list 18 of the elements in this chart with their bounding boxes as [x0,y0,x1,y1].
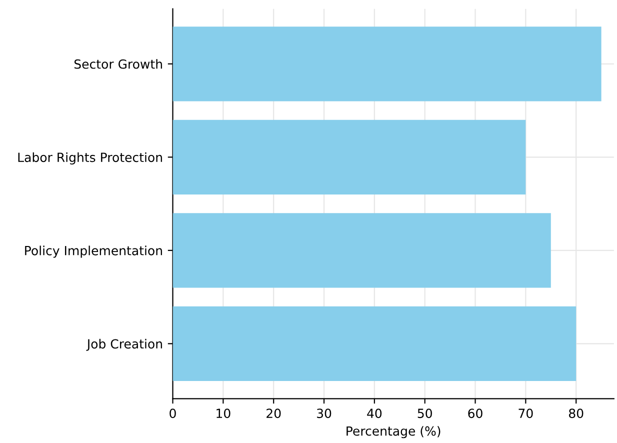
x-tick-label: 20 [266,408,281,418]
bar [172,26,602,102]
x-axis-title: Percentage (%) [346,426,440,438]
y-tick-label: Policy Implementation [25,246,162,258]
x-tick-label: 10 [216,408,230,418]
x-tick-label: 40 [367,408,382,418]
x-tick-label: 50 [418,408,432,418]
x-tick-label: 60 [468,408,482,418]
bar [172,306,576,381]
x-tick-label: 30 [317,408,332,418]
y-tick-label: Job Creation [86,338,162,351]
x-tick-label: 70 [518,408,533,418]
x-tick-label: 0 [170,408,176,418]
y-tick-label: Sector Growth [74,59,162,69]
x-tick-label: 80 [568,408,584,418]
bar [172,213,551,288]
y-tick-label: Labor Rights Protection [18,152,162,164]
bar [172,120,526,194]
